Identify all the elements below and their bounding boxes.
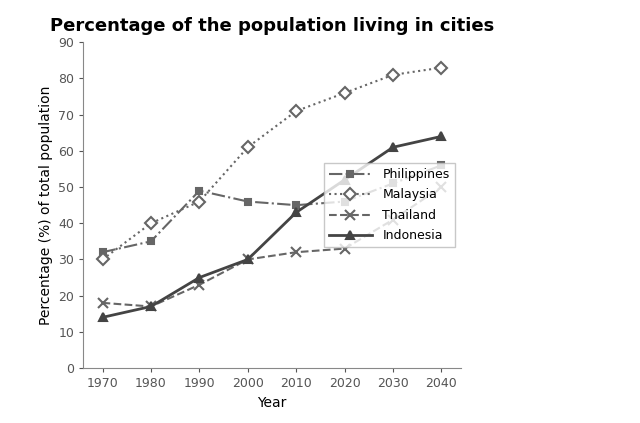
Thailand xyxy=(292,250,300,255)
Thailand xyxy=(389,217,397,222)
Y-axis label: Percentage (%) of total population: Percentage (%) of total population xyxy=(38,85,52,325)
Thailand xyxy=(147,304,155,309)
Philippines xyxy=(438,163,445,168)
Malaysia xyxy=(147,221,155,226)
Malaysia xyxy=(244,145,252,150)
Malaysia xyxy=(99,257,106,262)
Indonesia xyxy=(340,177,348,182)
Line: Indonesia: Indonesia xyxy=(99,132,445,321)
Indonesia xyxy=(244,257,252,262)
Philippines xyxy=(147,239,155,244)
Malaysia xyxy=(292,109,300,114)
Legend: Philippines, Malaysia, Thailand, Indonesia: Philippines, Malaysia, Thailand, Indones… xyxy=(324,163,454,247)
Indonesia xyxy=(99,315,106,320)
Thailand xyxy=(438,184,445,190)
Philippines xyxy=(244,199,252,204)
Indonesia xyxy=(389,145,397,150)
Indonesia xyxy=(147,304,155,309)
Philippines xyxy=(99,250,106,255)
Line: Philippines: Philippines xyxy=(99,162,445,255)
Malaysia xyxy=(438,65,445,70)
Thailand xyxy=(99,300,106,305)
Malaysia xyxy=(389,72,397,77)
Malaysia xyxy=(340,91,348,96)
Philippines xyxy=(292,203,300,208)
X-axis label: Year: Year xyxy=(257,396,287,409)
Philippines xyxy=(340,199,348,204)
Thailand xyxy=(244,257,252,262)
Indonesia xyxy=(438,134,445,139)
Philippines xyxy=(196,188,204,193)
Thailand xyxy=(196,282,204,287)
Indonesia xyxy=(196,275,204,280)
Line: Malaysia: Malaysia xyxy=(99,63,445,264)
Malaysia xyxy=(196,199,204,204)
Thailand xyxy=(340,246,348,251)
Indonesia xyxy=(292,210,300,215)
Line: Thailand: Thailand xyxy=(98,182,446,311)
Philippines xyxy=(389,181,397,186)
Title: Percentage of the population living in cities: Percentage of the population living in c… xyxy=(50,17,494,35)
